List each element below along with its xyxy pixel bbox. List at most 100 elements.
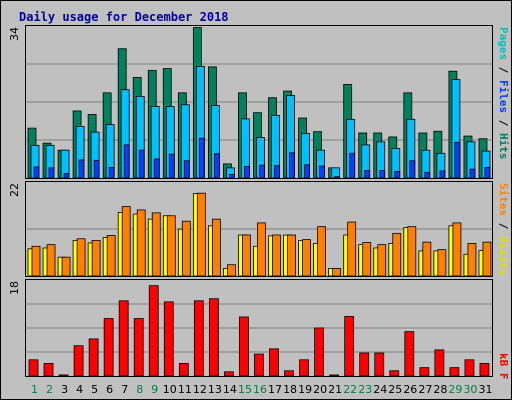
sites-bar <box>422 241 432 277</box>
legend-segment: / <box>497 216 510 236</box>
kbytes-bar <box>269 348 279 377</box>
panel2-ymax-label: 22 <box>8 183 21 197</box>
day-label: 26 <box>403 383 417 396</box>
pages-bar <box>33 166 40 179</box>
kbytes-bar <box>434 349 445 377</box>
kbytes-bar <box>163 301 174 377</box>
pages-bar <box>379 170 386 179</box>
kbytes-bar <box>239 316 249 377</box>
pages-bar <box>304 164 310 179</box>
kbytes-bar <box>374 352 385 377</box>
sites-bar <box>166 215 176 277</box>
sites-bar <box>407 226 417 277</box>
kbytes-bar <box>148 285 159 377</box>
legend-segment: Sites <box>497 183 510 216</box>
day-label: 6 <box>106 383 113 396</box>
panel1-ymax-label: 34 <box>8 27 21 41</box>
day-label: 1 <box>31 383 38 396</box>
sites-bar <box>121 206 131 277</box>
sites-bar <box>437 249 447 277</box>
sites-bar <box>257 222 266 277</box>
panel2-legend: Sites / Visits <box>497 183 510 276</box>
pages-bar <box>123 144 130 179</box>
pages-bar <box>78 159 85 179</box>
day-label: 21 <box>328 383 342 396</box>
pages-bar <box>229 174 235 179</box>
kbytes-bar <box>224 371 234 377</box>
chart-title: Daily usage for December 2018 <box>19 10 229 24</box>
sites-bar <box>482 241 492 277</box>
sites-bar <box>136 209 146 277</box>
day-label: 12 <box>193 383 207 396</box>
pages-bar <box>439 170 446 179</box>
day-label: 9 <box>151 383 158 396</box>
pages-bar <box>213 153 220 179</box>
kbytes-bar <box>284 370 294 377</box>
day-label: 8 <box>136 383 143 396</box>
sites-bar <box>377 244 387 277</box>
sites-bar <box>332 268 342 277</box>
panel1-legend: Pages / Files / Hits <box>497 27 510 160</box>
day-label: 19 <box>298 383 312 396</box>
pages-bar <box>424 171 431 179</box>
day-label: 4 <box>76 383 83 396</box>
legend-segment: / <box>497 60 510 80</box>
day-label: 5 <box>91 383 98 396</box>
kbytes-bar <box>419 367 430 377</box>
kbytes-bar <box>193 300 204 377</box>
sites-bar <box>362 242 372 277</box>
sites-bar <box>467 242 477 277</box>
pages-bar <box>259 164 265 179</box>
pages-bar <box>484 167 491 179</box>
day-label: 14 <box>223 383 237 396</box>
day-label: 17 <box>268 383 282 396</box>
day-label: 13 <box>208 383 222 396</box>
sites-bar <box>392 232 402 277</box>
sites-bar <box>302 239 311 277</box>
sites-bar <box>196 192 206 277</box>
kbytes-bar <box>404 331 415 377</box>
sites-bar <box>242 234 251 277</box>
pages-bar <box>334 176 341 179</box>
kbytes-bar <box>449 367 460 377</box>
legend-segment: Files <box>497 80 510 113</box>
pages-bar <box>469 168 476 179</box>
kbytes-bar <box>88 338 99 377</box>
day-labels: 1 2 3 4 5 6 7 8 9 10 11 12 13 14 15 16 17 18 19 20 21 22 23 24 2… <box>31 383 492 396</box>
sites-bar <box>76 238 86 277</box>
sites-bar <box>106 235 116 277</box>
pages-bar <box>274 165 280 179</box>
pages-bar <box>48 167 55 179</box>
day-label: 3 <box>61 383 68 396</box>
legend-segment: kB F <box>497 353 510 380</box>
sites-bar <box>347 221 357 277</box>
sites-bar <box>31 245 41 277</box>
sites-bar <box>91 240 101 277</box>
pages-bar <box>319 165 326 179</box>
day-label: 25 <box>388 383 402 396</box>
pages-bar <box>244 166 250 179</box>
kbytes-bar <box>58 374 69 377</box>
sites-bar <box>452 222 462 277</box>
pages-bar <box>153 158 160 179</box>
day-label: 7 <box>121 383 128 396</box>
pages-bar <box>409 160 416 179</box>
sites-bar <box>151 212 161 277</box>
day-label: 15 <box>238 383 252 396</box>
day-label: 20 <box>313 383 327 396</box>
day-label: 10 <box>163 383 177 396</box>
pages-bar <box>289 152 295 179</box>
pages-bar <box>168 153 175 179</box>
pages-bar <box>349 152 356 179</box>
day-label: 31 <box>478 383 492 396</box>
kbytes-bar <box>118 300 129 377</box>
day-label: 23 <box>358 383 372 396</box>
bars <box>27 27 492 377</box>
sites-bar <box>46 244 56 277</box>
day-label: 29 <box>448 383 462 396</box>
sites-bar <box>272 234 281 277</box>
sites-bar <box>287 234 296 277</box>
legend-segment: / <box>497 113 510 133</box>
